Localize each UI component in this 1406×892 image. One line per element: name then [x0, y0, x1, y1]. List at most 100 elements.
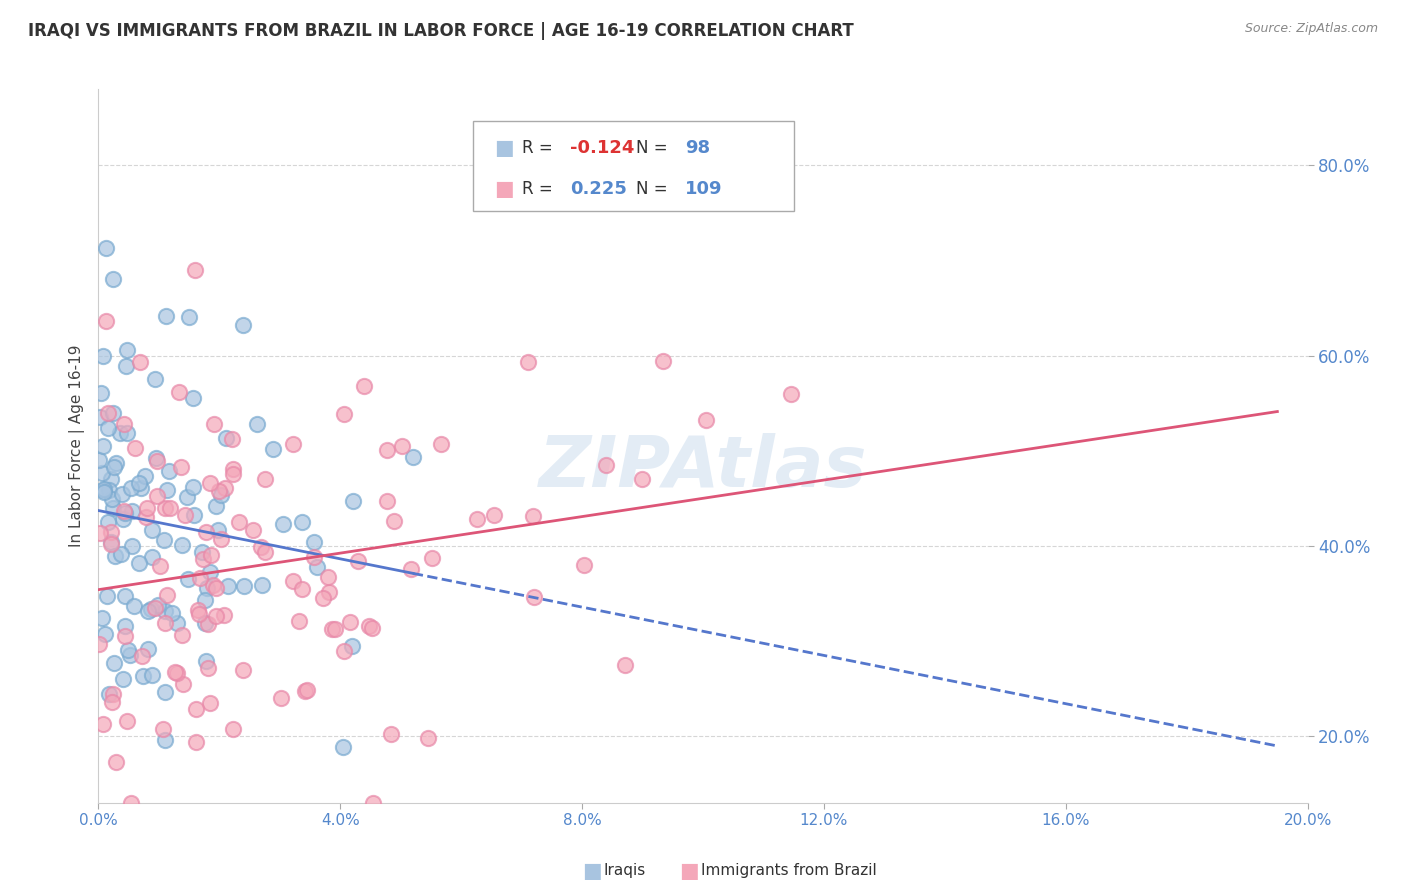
Point — [631, 472, 654, 486]
Point — [242, 523, 264, 537]
Point — [321, 623, 343, 637]
Point — [281, 574, 304, 588]
Point — [103, 549, 125, 563]
Point — [90, 467, 112, 481]
Point — [131, 669, 153, 683]
Point — [380, 727, 402, 741]
Point — [120, 481, 142, 495]
Point — [523, 590, 546, 604]
Point — [212, 608, 235, 623]
Point — [209, 487, 232, 501]
Point — [112, 417, 135, 431]
Point — [114, 629, 136, 643]
Point — [222, 462, 245, 476]
Point — [339, 615, 361, 629]
Point — [103, 459, 125, 474]
Point — [200, 548, 222, 562]
Point — [149, 558, 172, 573]
Point — [131, 649, 153, 664]
Point — [155, 615, 177, 630]
Point — [136, 500, 159, 515]
Point — [295, 683, 318, 698]
Point — [181, 480, 204, 494]
Point — [357, 619, 380, 633]
Point — [148, 598, 170, 612]
Point — [166, 616, 188, 631]
Text: IRAQI VS IMMIGRANTS FROM BRAZIL IN LABOR FORCE | AGE 16-19 CORRELATION CHART: IRAQI VS IMMIGRANTS FROM BRAZIL IN LABOR… — [28, 22, 853, 40]
Point — [222, 467, 245, 482]
Text: ■: ■ — [494, 138, 513, 158]
Point — [129, 481, 152, 495]
Text: Source: ZipAtlas.com: Source: ZipAtlas.com — [1244, 22, 1378, 36]
Point — [90, 611, 112, 625]
Point — [141, 550, 163, 565]
Point — [124, 441, 146, 455]
Point — [141, 523, 163, 537]
Text: 0.225: 0.225 — [569, 180, 627, 198]
Point — [250, 578, 273, 592]
Point — [166, 666, 188, 681]
Point — [94, 314, 117, 328]
Point — [155, 501, 177, 516]
Point — [87, 453, 110, 467]
Point — [181, 391, 204, 405]
Point — [207, 523, 229, 537]
Point — [184, 263, 207, 277]
Point — [153, 685, 176, 699]
Point — [112, 512, 135, 526]
Point — [143, 372, 166, 386]
Point — [233, 578, 256, 592]
Point — [90, 385, 112, 400]
Point — [172, 628, 194, 642]
Text: R =: R = — [522, 139, 558, 157]
Point — [205, 500, 228, 514]
Point — [96, 589, 118, 603]
Point — [202, 417, 225, 432]
Point — [221, 722, 243, 736]
Point — [184, 701, 207, 715]
Point — [110, 548, 132, 562]
Point — [146, 454, 169, 468]
Point — [194, 654, 217, 668]
Point — [195, 581, 218, 595]
Point — [184, 735, 207, 749]
Point — [377, 443, 399, 458]
Point — [114, 506, 136, 520]
Point — [465, 511, 488, 525]
Point — [101, 695, 124, 709]
Point — [100, 472, 122, 486]
Point — [100, 524, 122, 539]
Point — [91, 483, 114, 497]
Point — [208, 484, 231, 499]
Point — [134, 468, 156, 483]
Point — [91, 349, 114, 363]
Point — [188, 571, 211, 585]
Point — [101, 687, 124, 701]
Point — [155, 310, 177, 324]
Point — [93, 485, 115, 500]
Point — [288, 614, 311, 628]
Text: ZIPAtlas: ZIPAtlas — [538, 433, 868, 502]
Point — [153, 733, 176, 747]
Point — [418, 731, 440, 745]
Point — [188, 607, 211, 622]
Point — [101, 405, 124, 419]
Point — [104, 755, 127, 769]
Point — [305, 560, 328, 574]
Point — [135, 510, 157, 524]
Point — [146, 489, 169, 503]
Point — [232, 318, 254, 332]
Point — [152, 533, 174, 548]
Point — [117, 643, 139, 657]
Point — [139, 602, 162, 616]
Text: N =: N = — [637, 139, 673, 157]
Point — [128, 476, 150, 491]
Point — [115, 343, 138, 357]
Point — [283, 437, 305, 451]
Point — [270, 691, 292, 706]
Point — [97, 515, 120, 529]
Point — [163, 665, 186, 680]
Point — [651, 353, 673, 368]
Point — [177, 310, 200, 324]
Text: Iraqis: Iraqis — [603, 863, 647, 878]
